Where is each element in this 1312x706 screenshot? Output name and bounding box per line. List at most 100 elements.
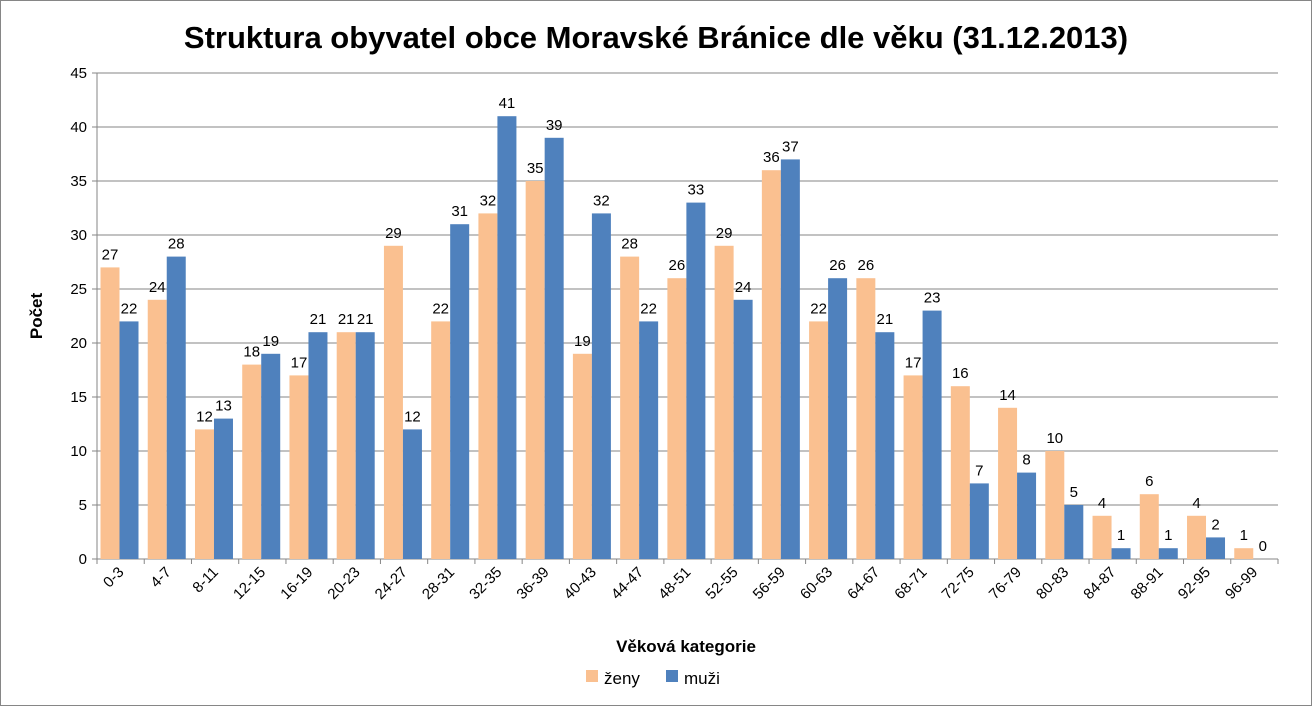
data-label: 24 <box>149 279 166 296</box>
data-label: 35 <box>527 160 544 177</box>
x-tick-label: 8-11 <box>189 564 221 596</box>
data-label: 1 <box>1240 527 1248 544</box>
bar-muzi <box>922 310 942 559</box>
y-tick-label: 5 <box>79 497 87 514</box>
bar-zeny <box>147 299 167 559</box>
y-tick-label: 10 <box>70 443 87 460</box>
bar-zeny <box>1092 515 1112 559</box>
bar-zeny <box>242 364 262 559</box>
bar-muzi <box>1017 472 1037 559</box>
bar-muzi <box>1064 505 1084 559</box>
bar-zeny <box>809 321 829 559</box>
x-tick-label: 84-87 <box>1080 564 1119 603</box>
bar-zeny <box>478 213 498 559</box>
x-tick-label: 4-7 <box>147 564 174 591</box>
x-tick-label: 92-95 <box>1175 564 1214 603</box>
bar-muzi <box>497 116 517 559</box>
x-tick-label: 60-63 <box>797 564 836 603</box>
data-label: 17 <box>291 354 308 371</box>
x-tick-label: 72-75 <box>939 564 978 603</box>
x-tick-label: 80-83 <box>1033 564 1072 603</box>
data-label: 32 <box>593 192 610 209</box>
data-label: 2 <box>1211 516 1219 533</box>
data-label: 32 <box>480 192 497 209</box>
bars <box>100 116 1254 560</box>
data-label: 16 <box>952 365 969 382</box>
bar-zeny <box>194 429 214 559</box>
bar-zeny <box>667 278 687 559</box>
data-label: 29 <box>716 225 733 242</box>
y-tick-label: 45 <box>70 65 87 82</box>
x-tick-label: 12-15 <box>230 564 269 603</box>
bar-muzi <box>875 332 895 559</box>
x-tick-label: 40-43 <box>561 564 600 603</box>
bar-muzi <box>780 159 800 559</box>
data-label: 8 <box>1022 452 1030 469</box>
x-tick-label: 32-35 <box>466 564 505 603</box>
data-label: 22 <box>640 300 657 317</box>
bar-zeny <box>998 407 1018 559</box>
data-label: 1 <box>1164 527 1172 544</box>
data-label: 19 <box>574 333 591 350</box>
data-label: 28 <box>621 236 638 253</box>
x-tick-label: 56-59 <box>750 564 789 603</box>
data-label: 5 <box>1070 484 1078 501</box>
x-axis-ticks: 0-3 4-7 8-11 12-15 16-19 20-23 24-27 28-31 32-35… <box>100 564 1261 603</box>
data-label: 4 <box>1192 495 1200 512</box>
legend: ženy muži <box>586 669 720 688</box>
data-label: 21 <box>338 311 355 328</box>
chart-title: Struktura obyvatel obce Moravské Bránice… <box>184 20 1128 55</box>
legend-label: muži <box>684 669 720 688</box>
data-label: 37 <box>782 138 799 155</box>
x-tick-label: 64-67 <box>844 564 883 603</box>
bar-muzi <box>402 429 422 559</box>
legend-swatch <box>586 670 598 682</box>
data-label: 21 <box>876 311 893 328</box>
data-label: 18 <box>243 344 260 361</box>
bar-zeny <box>1187 515 1207 559</box>
data-label: 29 <box>385 225 402 242</box>
y-tick-label: 0 <box>79 551 87 568</box>
data-label: 36 <box>763 149 780 166</box>
data-label: 13 <box>215 398 232 415</box>
x-tick-label: 88-91 <box>1128 564 1167 603</box>
bar-muzi <box>166 256 186 559</box>
bar-muzi <box>308 332 328 559</box>
bar-zeny <box>1045 451 1065 559</box>
bar-muzi <box>261 353 281 559</box>
bar-zeny <box>1139 494 1159 559</box>
x-tick-label: 52-55 <box>702 564 741 603</box>
data-label: 28 <box>168 236 185 253</box>
data-label: 26 <box>829 257 846 274</box>
data-label: 10 <box>1046 430 1063 447</box>
bar-muzi <box>1158 548 1178 559</box>
legend-swatch <box>666 670 678 682</box>
data-label: 24 <box>735 279 752 296</box>
x-tick-label: 16-19 <box>277 564 316 603</box>
data-label: 33 <box>688 182 705 199</box>
data-label: 14 <box>999 387 1016 404</box>
x-tick-label: 68-71 <box>891 564 930 603</box>
y-tick-label: 30 <box>70 227 87 244</box>
bar-muzi <box>450 224 470 559</box>
data-label: 22 <box>810 300 827 317</box>
data-label: 22 <box>432 300 449 317</box>
data-label: 19 <box>262 333 279 350</box>
bar-zeny <box>903 375 923 559</box>
bar-zeny <box>431 321 451 559</box>
bar-muzi <box>828 278 848 559</box>
y-tick-label: 35 <box>70 173 87 190</box>
bar-muzi <box>1111 548 1131 559</box>
y-axis-title: Počet <box>27 293 46 340</box>
y-axis-ticks: 0 5 10 15 20 25 30 35 40 45 <box>70 65 87 568</box>
bar-muzi <box>591 213 611 559</box>
bar-zeny <box>856 278 876 559</box>
x-tick-label: 0-3 <box>100 564 127 591</box>
bar-muzi <box>733 299 753 559</box>
x-tick-label: 48-51 <box>655 564 694 603</box>
bar-muzi <box>544 137 564 560</box>
bar-muzi <box>639 321 659 559</box>
x-tick-label: 20-23 <box>324 564 363 603</box>
